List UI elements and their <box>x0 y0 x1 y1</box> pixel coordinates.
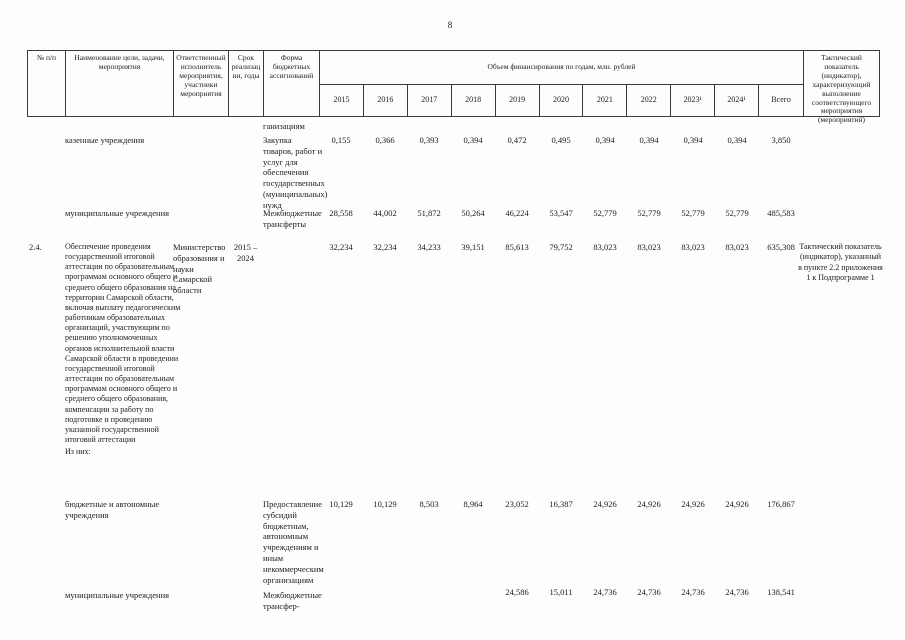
value-cell: 24,736 <box>725 587 749 597</box>
value-cell: 24,926 <box>725 499 749 509</box>
value-cell: 485,583 <box>767 208 795 218</box>
value-cell: 85,613 <box>505 242 529 252</box>
value-cell: 52,779 <box>681 208 705 218</box>
value-cell <box>407 587 451 598</box>
value-cell: 176,867 <box>767 499 795 509</box>
column-header-num: № п/п <box>28 51 66 116</box>
year-header-cell: 2015 <box>320 85 364 116</box>
value-cell: 24,926 <box>593 499 617 509</box>
value-cell: 23,052 <box>505 499 529 509</box>
value-cell: 8,503 <box>419 499 439 509</box>
value-cell: 46,224 <box>505 208 529 218</box>
value-cell: 83,023 <box>637 242 661 252</box>
row-label-state-institutions: казенные учреждения <box>65 135 145 145</box>
value-cell: 83,023 <box>725 242 749 252</box>
value-cell: 52,779 <box>725 208 749 218</box>
indicator-cell-2-4: Тактический показатель (индикатор), указ… <box>798 242 883 282</box>
values-row-2-4: 32,234 32,234 34,233 39,151 85,613 79,752 83,0… <box>319 242 803 253</box>
page-number: 8 <box>447 20 453 30</box>
value-cell: 635,308 <box>767 242 795 252</box>
row-number-2-4: 2.4. <box>29 242 42 252</box>
value-cell: 50,264 <box>461 208 485 218</box>
value-cell: 83,023 <box>593 242 617 252</box>
value-cell: 24,736 <box>593 587 617 597</box>
year-header-cell: 2017 <box>408 85 452 116</box>
value-cell: 28,558 <box>329 208 353 218</box>
value-cell: 0,155 <box>331 135 351 145</box>
value-cell: 34,233 <box>417 242 441 252</box>
value-cell <box>451 587 495 598</box>
value-cell: 52,779 <box>593 208 617 218</box>
form-cell-carryover: ганизациям <box>263 121 305 131</box>
row-name-2-4: Обеспечение проведения государственной и… <box>65 242 181 457</box>
values-row-municipal-1: 28,558 44,002 51,872 50,264 46,224 53,547 52,7… <box>319 208 803 219</box>
value-cell: 10,129 <box>373 499 397 509</box>
form-cell-municipal-1: Межбюджетные трансферты <box>263 208 322 229</box>
year-header-cell: 2016 <box>364 85 408 116</box>
value-cell: 3,850 <box>771 135 791 145</box>
table-header: № п/п Наименование цели, задачи, меропри… <box>27 50 880 125</box>
value-cell: 39,151 <box>461 242 485 252</box>
value-cell: 51,872 <box>417 208 441 218</box>
year-header-cell: 2020 <box>540 85 584 116</box>
year-header-row: 2015 2016 2017 2018 2019 2020 2021 2022 2023¹ 202… <box>320 85 803 116</box>
year-header-cell: Всего <box>771 95 791 105</box>
column-group-volume: Объем финансирования по годам, млн. рубл… <box>320 51 804 116</box>
year-header-cell: 2023¹ <box>671 85 716 116</box>
value-cell: 15,011 <box>549 587 573 597</box>
row-label-municipal-1: муниципальные учреждения <box>65 208 170 218</box>
value-cell: 16,387 <box>549 499 573 509</box>
value-cell: 53,547 <box>549 208 573 218</box>
value-cell: 24,736 <box>681 587 705 597</box>
year-header-cell: 2024¹ <box>715 85 760 116</box>
year-header-cell: 2019 <box>496 85 540 116</box>
column-header-volume: Объем финансирования по годам, млн. рубл… <box>320 51 803 85</box>
value-cell: 10,129 <box>329 499 353 509</box>
column-header-executor: Ответственный исполнитель мероприятия, у… <box>174 51 229 116</box>
value-cell: 32,234 <box>373 242 397 252</box>
value-cell: 0,393 <box>419 135 439 145</box>
value-cell: 24,736 <box>637 587 661 597</box>
period-cell-2-4: 2015 – 2024 <box>233 242 258 263</box>
column-header-form: Форма бюджетных ассигнований <box>264 51 320 116</box>
value-cell: 138,541 <box>767 587 795 597</box>
value-cell: 0,394 <box>595 135 615 145</box>
value-cell <box>363 587 407 598</box>
year-header-cell: 2021 <box>583 85 628 116</box>
value-cell: 24,926 <box>681 499 705 509</box>
executor-cell-2-4: Министерство образования и науки Самарск… <box>173 242 226 296</box>
form-cell-municipal-2: Межбюджетные трансфер- <box>263 590 322 611</box>
value-cell: 24,586 <box>505 587 529 597</box>
value-cell: 44,002 <box>373 208 397 218</box>
value-cell <box>319 587 363 598</box>
value-cell: 0,472 <box>507 135 527 145</box>
value-cell: 8,964 <box>463 499 483 509</box>
value-cell: 32,234 <box>329 242 353 252</box>
row-subnote: Из них: <box>65 447 91 457</box>
value-cell: 0,394 <box>727 135 747 145</box>
value-cell: 24,926 <box>637 499 661 509</box>
year-header-cell: 2018 <box>452 85 496 116</box>
values-row-municipal-2: 24,586 15,011 24,736 24,736 24,736 24,736 138,… <box>319 587 803 598</box>
form-cell-state-institutions: Закупка товаров, работ и услуг для обесп… <box>263 135 328 210</box>
row-name-text: Обеспечение проведения государственной и… <box>65 242 181 444</box>
row-label-municipal-2: муниципальные учреждения <box>65 590 170 600</box>
value-cell: 0,394 <box>639 135 659 145</box>
value-cell: 52,779 <box>637 208 661 218</box>
row-label-budget-autonomous: бюджетные и автономные учреждения <box>65 499 160 520</box>
value-cell: 0,394 <box>463 135 483 145</box>
values-row-state-institutions: 0,155 0,366 0,393 0,394 0,472 0,495 0,394 0,394… <box>319 135 803 146</box>
year-header-cell: 2022 <box>627 85 672 116</box>
value-cell: 0,394 <box>683 135 703 145</box>
values-row-budget-autonomous: 10,129 10,129 8,503 8,964 23,052 16,387 24,926… <box>319 499 803 510</box>
column-header-period: Срок реализации, годы <box>229 51 264 116</box>
value-cell: 79,752 <box>549 242 573 252</box>
value-cell: 0,366 <box>375 135 395 145</box>
column-header-name: Наименование цели, задачи, мероприятия <box>66 51 174 116</box>
value-cell: 83,023 <box>681 242 705 252</box>
value-cell: 0,495 <box>551 135 571 145</box>
form-cell-budget-autonomous: Предоставление субсидий бюджетным, автон… <box>263 499 324 585</box>
column-header-indicator: Тактический показатель (индикатор), хара… <box>811 53 872 125</box>
